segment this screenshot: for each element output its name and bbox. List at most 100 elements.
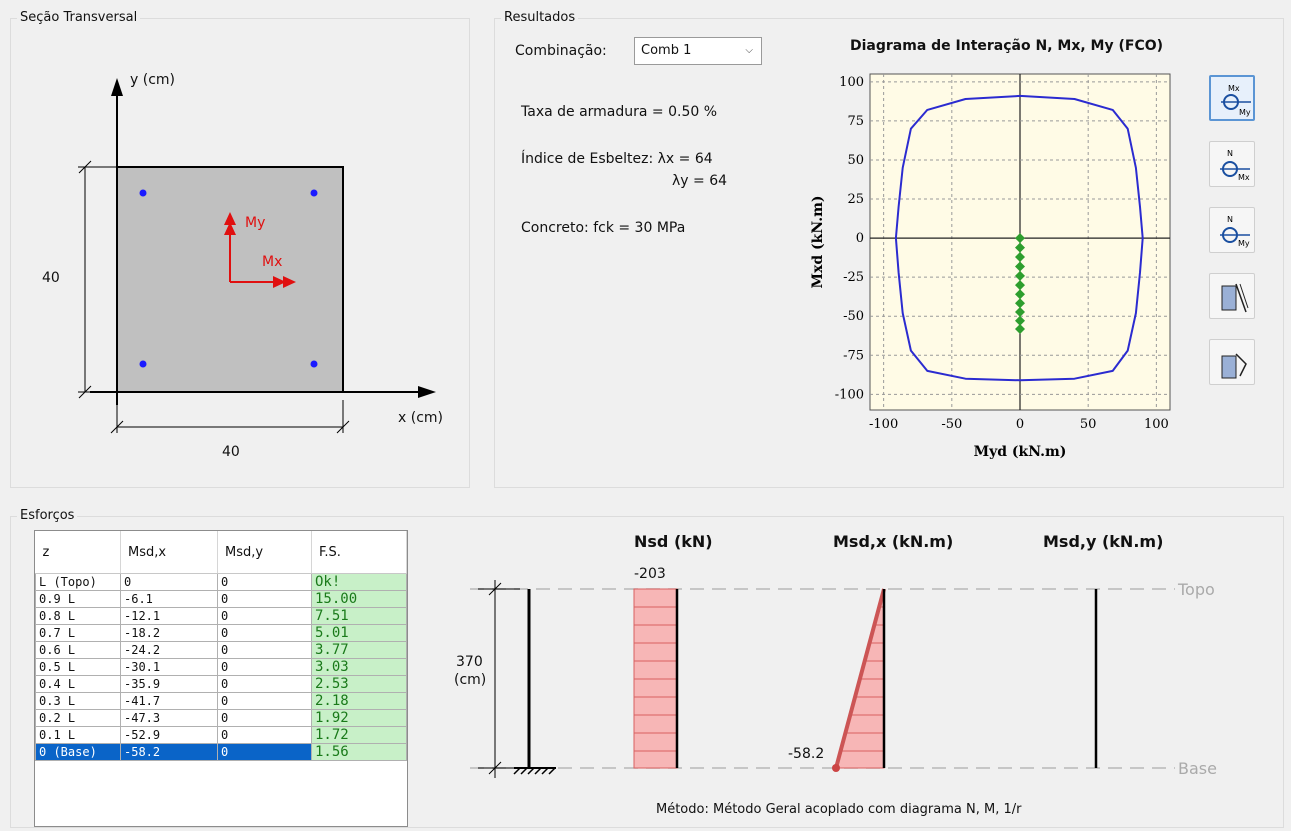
nsd-header: Nsd (kN) — [634, 532, 713, 551]
fs-cell[interactable]: 2.18 — [311, 692, 407, 710]
y-tick-label: -25 — [843, 270, 864, 285]
efforts-panel-title: Esforços — [17, 507, 78, 525]
load-point — [1015, 289, 1025, 300]
y-tick-label: -50 — [843, 309, 864, 324]
rebar — [139, 189, 147, 197]
method-text: Método: Método Geral acoplado com diagra… — [656, 802, 1022, 817]
msdx-cell[interactable]: -6.1 — [120, 590, 218, 608]
x-tick-label: -100 — [869, 417, 898, 432]
efforts-table[interactable]: z Msd,x Msd,y F.S. L (Topo) 0 0 Ok! 0.9 L -6.… — [34, 530, 408, 827]
mx-my-interaction-icon: Mx My — [1221, 84, 1251, 117]
y-tick-label: -75 — [843, 348, 864, 363]
x-axis-label: x (cm) — [398, 410, 443, 426]
cross-section-drawing — [78, 78, 436, 434]
results-panel: Resultados — [494, 9, 1284, 488]
combination-select[interactable]: Comb 1 ⌵ — [634, 37, 762, 65]
n-my-diagram-button[interactable]: N My — [1209, 207, 1255, 253]
y-axis-title: Mxd (kN.m) — [810, 195, 826, 288]
column-header[interactable]: z — [35, 531, 121, 574]
y-tick-label: 25 — [847, 192, 864, 207]
x-tick-label: 0 — [1016, 417, 1024, 432]
load-point — [1015, 233, 1025, 244]
fs-cell[interactable]: 1.72 — [311, 726, 407, 744]
n-mx-interaction-icon: N Mx — [1220, 149, 1250, 182]
msdx-base-value: -58.2 — [788, 746, 825, 762]
z-cell[interactable]: 0.9 L — [35, 590, 121, 608]
fs-cell[interactable]: 3.03 — [311, 658, 407, 676]
interaction-chart: -100 -50 0 50 100 100 75 50 25 0 -25 -50 -75 -100 Myd … — [810, 73, 1171, 460]
load-point — [1015, 270, 1025, 281]
load-point — [1015, 298, 1025, 309]
table-header-row: z Msd,x Msd,y F.S. — [35, 531, 407, 574]
column-header[interactable]: Msd,y — [217, 531, 312, 574]
x-tick-label: -50 — [941, 417, 962, 432]
combination-label: Combinação: — [515, 43, 607, 59]
svg-text:Mx: Mx — [1238, 173, 1250, 182]
msdx-cell[interactable]: -30.1 — [120, 658, 218, 676]
y-tick-label: 50 — [847, 153, 864, 168]
load-point — [1015, 324, 1025, 335]
column-header[interactable]: Msd,x — [120, 531, 218, 574]
y-tick-label: -100 — [835, 387, 864, 402]
fs-cell[interactable]: 5.01 — [311, 624, 407, 642]
fs-cell[interactable]: 2.53 — [311, 675, 407, 693]
table-row[interactable]: 0.1 L -52.9 0 1.72 — [35, 726, 407, 744]
fs-cell[interactable]: 1.56 — [311, 743, 407, 761]
z-cell[interactable]: 0.4 L — [35, 675, 121, 693]
column-header[interactable]: F.S. — [311, 531, 407, 574]
load-point — [1015, 252, 1025, 263]
fs-cell[interactable]: 3.77 — [311, 641, 407, 659]
height-dimension: 40 — [42, 270, 60, 286]
column-height-value: 370 — [456, 654, 483, 670]
load-point — [1015, 242, 1025, 253]
x-axis-title: Myd (kN.m) — [974, 444, 1067, 460]
table-row[interactable]: 0 (Base) -58.2 0 1.56 — [35, 743, 407, 761]
column-diagram-button-2[interactable] — [1209, 339, 1255, 385]
n-mx-diagram-button[interactable]: N Mx — [1209, 141, 1255, 187]
section-panel-title: Seção Transversal — [17, 9, 141, 27]
mx-my-diagram-button[interactable]: Mx My — [1209, 75, 1255, 121]
moment-x-label: Mx — [262, 254, 283, 270]
load-point — [1015, 315, 1025, 326]
slenderness-x-text: Índice de Esbeltez: λx = 64 — [521, 151, 713, 167]
combination-value: Comb 1 — [641, 43, 692, 58]
chevron-down-icon: ⌵ — [745, 45, 753, 56]
fs-cell[interactable]: 15.00 — [311, 590, 407, 608]
z-cell[interactable]: 0.6 L — [35, 641, 121, 659]
efforts-panel: Esforços — [10, 507, 1284, 828]
load-point — [1015, 261, 1025, 272]
table-row[interactable]: 0.4 L -35.9 0 2.53 — [35, 675, 407, 693]
interaction-curve — [894, 94, 1144, 382]
column-section-icon — [1221, 353, 1247, 379]
svg-text:N: N — [1227, 215, 1233, 224]
svg-text:N: N — [1227, 149, 1233, 158]
y-tick-label: 100 — [839, 75, 864, 90]
y-axis-label: y (cm) — [130, 72, 175, 88]
rebar — [310, 360, 318, 368]
results-panel-title: Resultados — [501, 9, 579, 27]
section-panel: Seção Transversal — [10, 9, 470, 488]
table-row[interactable]: 0.6 L -24.2 0 3.77 — [35, 641, 407, 659]
table-row[interactable]: 0.9 L -6.1 0 15.00 — [35, 590, 407, 608]
table-row[interactable]: 0.7 L -18.2 0 5.01 — [35, 624, 407, 642]
load-point — [1015, 307, 1025, 318]
rebar — [310, 189, 318, 197]
z-cell[interactable]: L (Topo) — [35, 573, 121, 591]
slenderness-y-text: λy = 64 — [672, 173, 728, 189]
concrete-text: Concreto: fck = 30 MPa — [521, 220, 686, 236]
msdy-header: Msd,y (kN.m) — [1043, 532, 1164, 551]
base-label: Base — [1178, 759, 1217, 778]
column-section-icon — [1221, 283, 1249, 313]
svg-text:My: My — [1239, 108, 1251, 117]
z-cell[interactable]: 0.8 L — [35, 607, 121, 625]
x-tick-label: 50 — [1080, 417, 1097, 432]
z-cell[interactable]: 0.7 L — [35, 624, 121, 642]
column-diagram-button-1[interactable] — [1209, 273, 1255, 319]
rebar-ratio-text: Taxa de armadura = 0.50 % — [521, 104, 718, 120]
msdx-cell[interactable]: -58.2 — [120, 743, 218, 761]
msdx-header: Msd,x (kN.m) — [833, 532, 954, 551]
width-dimension: 40 — [222, 444, 240, 460]
nsd-value: -203 — [634, 566, 666, 582]
fs-cell[interactable]: 7.51 — [311, 607, 407, 625]
